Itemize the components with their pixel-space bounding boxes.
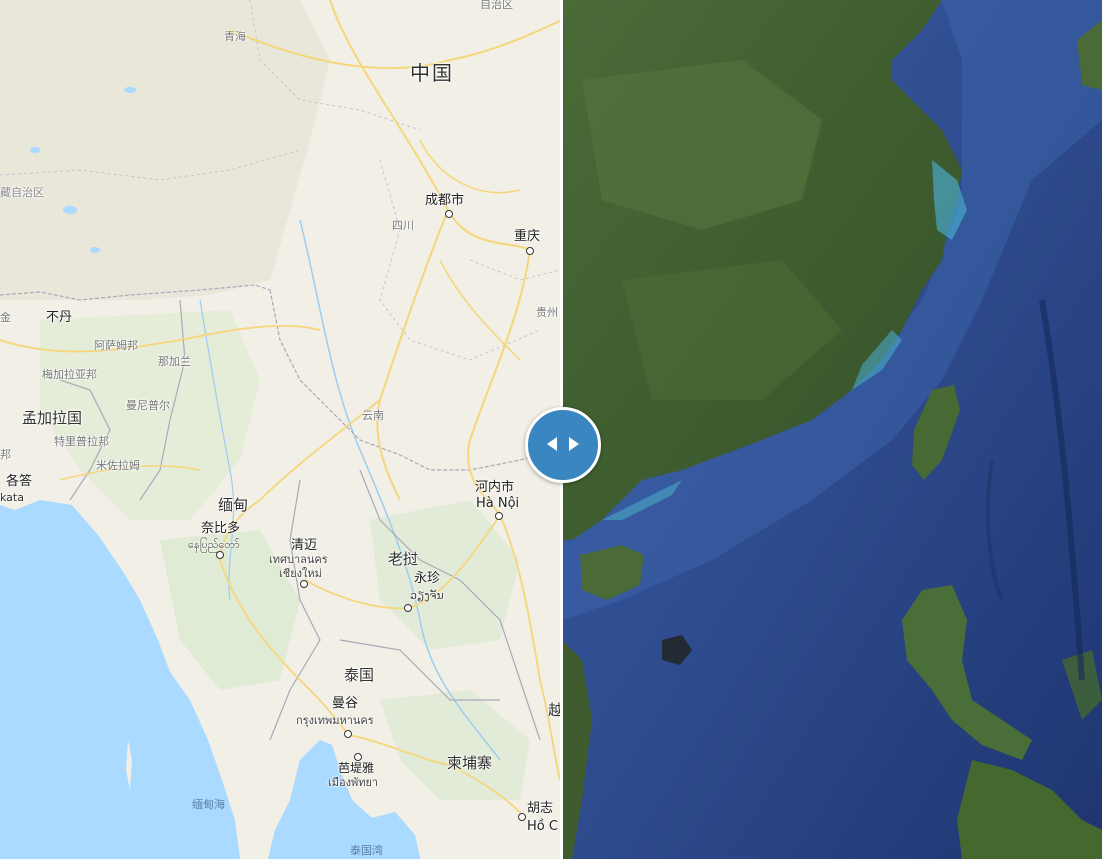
label-chiangmai-th1: เทศบาลนคร [269, 553, 328, 566]
label-vientiane: ວຽງຈັນ [410, 589, 444, 602]
label-laos: 老挝 [388, 550, 419, 568]
label-chengdu: 成都市 [425, 193, 465, 208]
label-assam: 阿萨姆邦 [94, 339, 138, 352]
label-edge-bang: 邦 [0, 448, 11, 461]
compare-slider-handle[interactable] [525, 407, 601, 483]
label-naypyidaw: နေပြည်တော် [188, 538, 240, 551]
chevron-right-icon [569, 437, 579, 451]
label-gulf-of-thailand: 泰国湾 [350, 844, 383, 857]
city-dot-hcmc [518, 813, 526, 821]
roadmap-pane[interactable]: 中国 自治区 青海 藏自治区 成都市 四川 重庆 贵州 金 不丹 阿萨姆邦 那加… [0, 0, 562, 859]
label-kolkata-cn: 各答 [6, 474, 33, 489]
chevron-left-icon [547, 437, 557, 451]
label-xizang: 藏自治区 [0, 186, 44, 199]
city-dot-hanoi [495, 512, 503, 520]
roadmap-canvas [0, 0, 562, 859]
label-vietnam: 越 [548, 701, 562, 719]
label-cambodia: 柬埔寨 [447, 754, 493, 772]
label-myanmar: 缅甸 [218, 496, 249, 514]
label-bhutan: 不丹 [46, 310, 73, 325]
label-bangkok: กรุงเทพมหานคร [296, 714, 374, 727]
label-manipur: 曼尼普尔 [126, 399, 170, 412]
label-yunnan: 云南 [362, 409, 384, 422]
city-dot-pattaya [354, 753, 362, 761]
label-andaman-sea: 缅甸海 [192, 798, 225, 811]
label-chiangmai-th2: เชียงใหม่ [279, 567, 322, 580]
label-meghalaya: 梅加拉亚邦 [42, 368, 97, 381]
label-sichuan: 四川 [392, 219, 414, 232]
label-pattaya: เมืองพัทยา [328, 776, 379, 789]
label-edge-jin: 金 [0, 311, 11, 324]
label-guizhou: 贵州 [536, 306, 558, 319]
label-qinghai: 青海 [224, 30, 246, 43]
label-autonomous-region: 自治区 [480, 0, 513, 11]
city-dot-chengdu [445, 210, 453, 218]
label-bangladesh: 孟加拉国 [22, 409, 83, 427]
satellite-canvas [562, 0, 1102, 859]
label-pattaya-cn: 芭堤雅 [338, 761, 375, 775]
label-thailand: 泰国 [344, 666, 375, 684]
label-vientiane-cn: 永珍 [414, 571, 441, 586]
city-dot-chiangmai [300, 580, 308, 588]
city-dot-chongqing [526, 247, 534, 255]
label-naypyidaw-cn: 奈比多 [201, 521, 241, 536]
label-china: 中国 [410, 61, 454, 85]
city-dot-naypyidaw [216, 551, 224, 559]
label-tripura: 特里普拉邦 [54, 435, 109, 448]
label-hanoi: Hà Nội [476, 496, 520, 511]
city-dot-vientiane [404, 604, 412, 612]
label-kolkata: kata [0, 491, 24, 504]
label-hcmc-cn: 胡志 [527, 801, 554, 816]
label-bangkok-cn: 曼谷 [332, 696, 359, 711]
label-hanoi-cn: 河内市 [475, 480, 515, 495]
label-chiangmai-cn: 清迈 [291, 538, 318, 553]
label-nagaland: 那加兰 [158, 355, 191, 368]
label-mizoram: 米佐拉姆 [96, 459, 140, 472]
satellite-pane[interactable] [562, 0, 1102, 859]
label-chongqing: 重庆 [514, 229, 541, 244]
label-hcmc: Hồ C [527, 819, 558, 834]
city-dot-bangkok [344, 730, 352, 738]
